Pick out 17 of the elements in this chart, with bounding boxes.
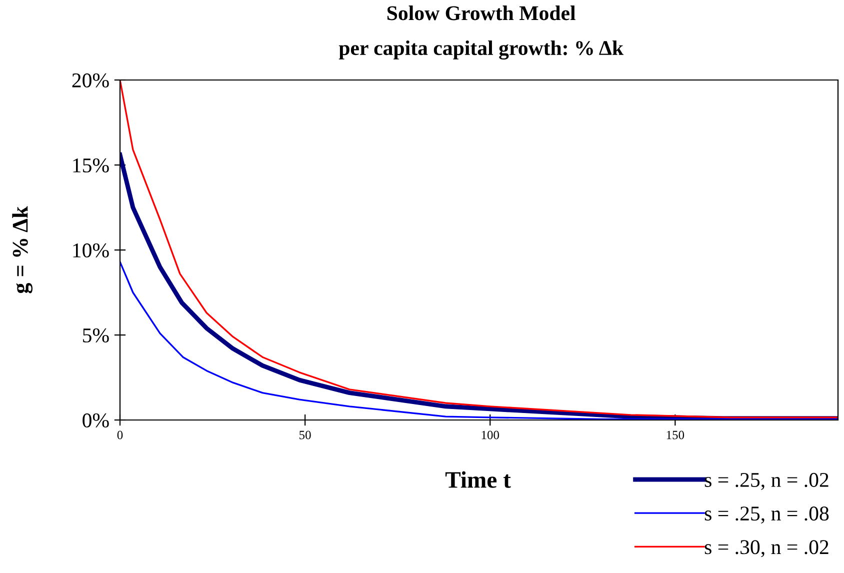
x-tick-label: 100 [482,430,499,440]
x-axis-title: Time t [445,471,511,488]
legend-label: s = .25, n = .02 [704,472,828,490]
y-tick-label: 0% [82,413,109,428]
legend-label: s = .30, n = .02 [704,540,828,558]
chart-title: Solow Growth Model [387,6,576,20]
legend-label: s = .25, n = .08 [704,506,829,524]
x-tick-label: 0 [117,430,123,440]
y-axis-title: g = % Δk [12,206,33,294]
chart-subtitle: per capita capital growth: % Δk [338,40,624,60]
x-tick-label: 50 [300,430,311,440]
x-tick-label: 150 [666,430,684,440]
y-tick-label: 10% [73,243,109,258]
line-series [120,80,838,418]
y-tick-label: 5% [83,328,109,342]
y-tick-label: 15% [73,158,109,172]
y-tick-label: 20% [72,73,109,88]
